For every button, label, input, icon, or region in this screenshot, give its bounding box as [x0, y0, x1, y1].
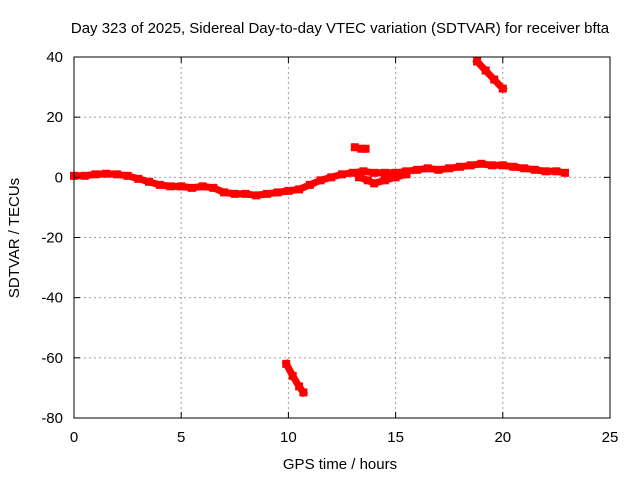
data-point [560, 168, 569, 177]
data-point [509, 162, 518, 171]
data-point [145, 177, 154, 186]
x-axis-label: GPS time / hours [283, 456, 397, 473]
data-point [220, 188, 229, 197]
data-point [348, 168, 357, 177]
data-point [481, 66, 490, 75]
x-tick-label: 5 [177, 429, 185, 446]
data-point [350, 143, 359, 152]
data-point [166, 182, 175, 191]
y-tick-label: 20 [46, 109, 63, 126]
data-point [363, 176, 372, 185]
series-trace [472, 56, 508, 94]
data-point [423, 164, 432, 173]
data-point [91, 170, 100, 179]
data-point [498, 161, 507, 170]
data-point [498, 84, 507, 93]
data-point [413, 165, 422, 174]
data-point [370, 179, 379, 188]
data-point [134, 174, 143, 183]
series-lower-branch [354, 169, 411, 188]
data-point [198, 182, 207, 191]
data-point [123, 171, 132, 180]
data-point [262, 189, 271, 198]
x-tick-label: 25 [602, 429, 619, 446]
data-point [102, 169, 111, 178]
x-tick-label: 10 [280, 429, 297, 446]
y-tick-label: -20 [41, 230, 63, 247]
chart-title: Day 323 of 2025, Sidereal Day-to-day VTE… [71, 20, 610, 37]
data-point [112, 170, 121, 179]
data-point [490, 75, 499, 84]
series-short-arc-2 [281, 359, 309, 398]
y-axis-label: SDTVAR / TECUs [6, 178, 23, 298]
data-point [355, 173, 364, 182]
data-point [359, 167, 368, 176]
data-point [361, 144, 370, 153]
data-point [466, 161, 475, 170]
data-point [552, 167, 561, 176]
data-point [455, 162, 464, 171]
data-point [252, 191, 261, 200]
data-point [380, 168, 389, 177]
data-point [391, 168, 400, 177]
y-tick-label: -60 [41, 350, 63, 367]
data-point [209, 183, 218, 192]
data-point [282, 359, 291, 368]
data-point [316, 176, 325, 185]
y-tick-label: -40 [41, 290, 63, 307]
x-tick-label: 15 [387, 429, 404, 446]
data-point [530, 165, 539, 174]
series-main-trace [70, 159, 570, 200]
data-point [177, 182, 186, 191]
data-point [284, 186, 293, 195]
data-point [473, 57, 482, 66]
y-tick-label: 0 [55, 169, 63, 186]
data-point [434, 165, 443, 174]
data-point [80, 171, 89, 180]
data-point [541, 167, 550, 176]
data-point [241, 189, 250, 198]
series-short-arc-1 [472, 56, 508, 94]
data-point [520, 164, 529, 173]
data-point [295, 185, 304, 194]
data-point [295, 382, 304, 391]
data-series [70, 56, 570, 398]
data-point [187, 183, 196, 192]
data-point [273, 188, 282, 197]
data-point [338, 170, 346, 179]
data-point [477, 159, 486, 168]
data-point [230, 189, 239, 198]
data-point [357, 144, 366, 153]
data-point [155, 180, 164, 189]
x-tick-label: 20 [494, 429, 511, 446]
data-point [402, 170, 411, 179]
series-outlier-segment [350, 143, 370, 153]
data-point [445, 164, 454, 173]
data-point [488, 161, 497, 170]
data-point [299, 388, 308, 397]
y-tick-label: -80 [41, 410, 63, 427]
axis-ticks: 0 5 10 15 20 25 -80 -60 -40 -20 0 20 40 [41, 49, 618, 446]
data-point [305, 180, 314, 189]
x-tick-label: 0 [70, 429, 78, 446]
grid-lines [74, 57, 610, 418]
data-point [288, 371, 297, 380]
y-tick-label: 40 [46, 49, 63, 66]
data-point [380, 176, 389, 185]
data-point [370, 168, 379, 177]
data-point [391, 173, 400, 182]
data-point [327, 173, 336, 182]
